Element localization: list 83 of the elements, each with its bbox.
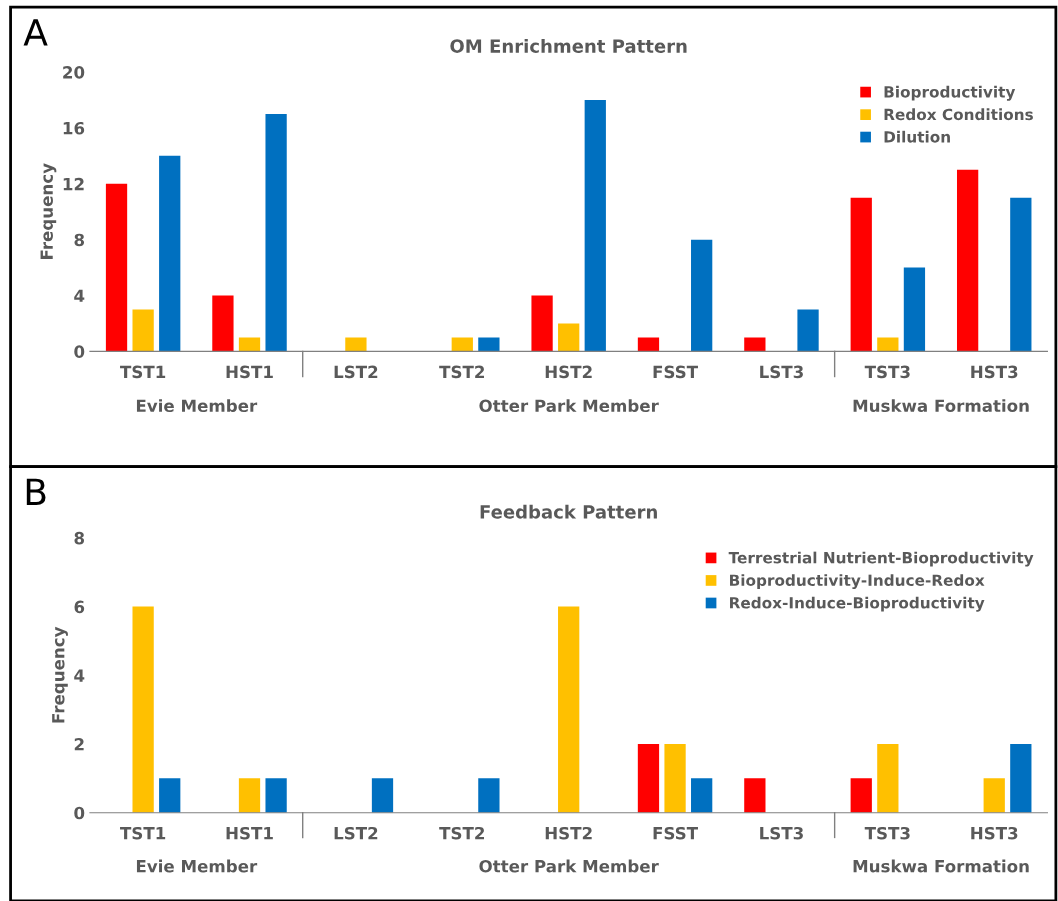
x-tick-label: LST2 bbox=[334, 826, 378, 840]
bar bbox=[478, 778, 500, 813]
y-tick-label: 8 bbox=[74, 531, 85, 545]
bar bbox=[850, 778, 872, 813]
bar bbox=[691, 239, 713, 352]
y-tick-label: 0 bbox=[74, 806, 85, 820]
legend-label: Redox Conditions bbox=[884, 108, 1033, 121]
bar bbox=[265, 113, 287, 352]
bar bbox=[744, 778, 766, 813]
text: Evie Member bbox=[136, 399, 258, 413]
y-tick-label: 6 bbox=[74, 600, 85, 614]
bar bbox=[105, 183, 128, 352]
legend-label: Bioproductivity-Induce-Redox bbox=[730, 574, 985, 590]
bar bbox=[664, 744, 686, 813]
bar bbox=[558, 323, 580, 352]
y-tick-label: 2 bbox=[74, 737, 84, 751]
text: Muskwa Formation bbox=[853, 859, 1029, 873]
bar bbox=[478, 337, 500, 352]
legend-label: Dilution bbox=[884, 130, 950, 143]
y-axis-title: Frequency bbox=[40, 163, 57, 259]
x-tick-label: TST3 bbox=[864, 826, 910, 840]
bar bbox=[212, 295, 234, 352]
x-tick-label: TST2 bbox=[439, 826, 485, 840]
y-tick-label: 12 bbox=[63, 177, 84, 191]
text: Evie Member bbox=[136, 859, 258, 873]
x-tick-label: HST2 bbox=[545, 365, 592, 379]
bar bbox=[983, 778, 1005, 813]
x-tick-label: TST1 bbox=[120, 365, 166, 379]
x-tick-label: LST3 bbox=[760, 826, 803, 840]
x-tick-label: TST3 bbox=[864, 365, 910, 379]
text: A bbox=[23, 19, 48, 46]
x-tick-label: HST3 bbox=[971, 826, 1018, 840]
bar bbox=[558, 606, 580, 813]
legend-label: Bioproductivity bbox=[884, 85, 1016, 101]
x-tick-label: LST3 bbox=[760, 365, 803, 379]
chart-title: Feedback Pattern bbox=[480, 504, 657, 519]
bar bbox=[797, 309, 819, 352]
text: Muskwa Formation bbox=[853, 399, 1029, 413]
x-tick-label: HST3 bbox=[971, 365, 1018, 379]
bar bbox=[744, 337, 766, 352]
bar bbox=[371, 778, 394, 813]
bar bbox=[238, 778, 261, 813]
x-tick-label: FSST bbox=[653, 365, 698, 379]
y-axis-title: Frequency bbox=[52, 626, 68, 723]
bar bbox=[877, 337, 899, 352]
bar bbox=[345, 337, 367, 352]
x-tick-label: HST1 bbox=[226, 826, 273, 840]
x-tick-label: FSST bbox=[653, 826, 698, 840]
bar bbox=[1010, 744, 1032, 813]
bar bbox=[159, 155, 181, 352]
bar bbox=[238, 337, 261, 352]
bar bbox=[637, 337, 660, 352]
legend-label: Terrestrial Nutrient-Bioproductivity bbox=[728, 551, 1034, 567]
x-tick-label: LST2 bbox=[334, 365, 378, 379]
bar bbox=[691, 778, 713, 813]
text: B bbox=[26, 478, 46, 505]
bar bbox=[903, 267, 926, 352]
y-tick-label: 16 bbox=[63, 121, 85, 135]
y-tick-label: 8 bbox=[74, 233, 85, 247]
bar bbox=[956, 169, 979, 352]
text: Otter Park Member bbox=[479, 859, 659, 873]
bar bbox=[531, 295, 553, 352]
y-tick-label: 0 bbox=[74, 345, 85, 358]
x-tick-label: HST1 bbox=[226, 365, 273, 379]
y-tick-label: 4 bbox=[74, 669, 85, 682]
bar bbox=[1010, 197, 1032, 352]
x-tick-label: HST2 bbox=[545, 826, 592, 840]
bar bbox=[159, 778, 181, 813]
bar bbox=[637, 744, 660, 813]
bar bbox=[850, 197, 872, 352]
legend-label: Redox-Induce-Bioproductivity bbox=[730, 596, 985, 612]
x-tick-label: TST1 bbox=[120, 826, 166, 840]
bar bbox=[265, 778, 287, 813]
bar bbox=[132, 606, 154, 813]
x-tick-label: TST2 bbox=[439, 365, 485, 379]
bar bbox=[584, 100, 606, 352]
bar bbox=[451, 337, 473, 352]
text: Otter Park Member bbox=[479, 399, 659, 413]
bar bbox=[877, 744, 899, 813]
chart-title: OM Enrichment Pattern bbox=[450, 38, 687, 53]
bar bbox=[132, 309, 154, 352]
y-tick-label: 20 bbox=[63, 66, 85, 79]
y-tick-label: 4 bbox=[74, 289, 85, 302]
